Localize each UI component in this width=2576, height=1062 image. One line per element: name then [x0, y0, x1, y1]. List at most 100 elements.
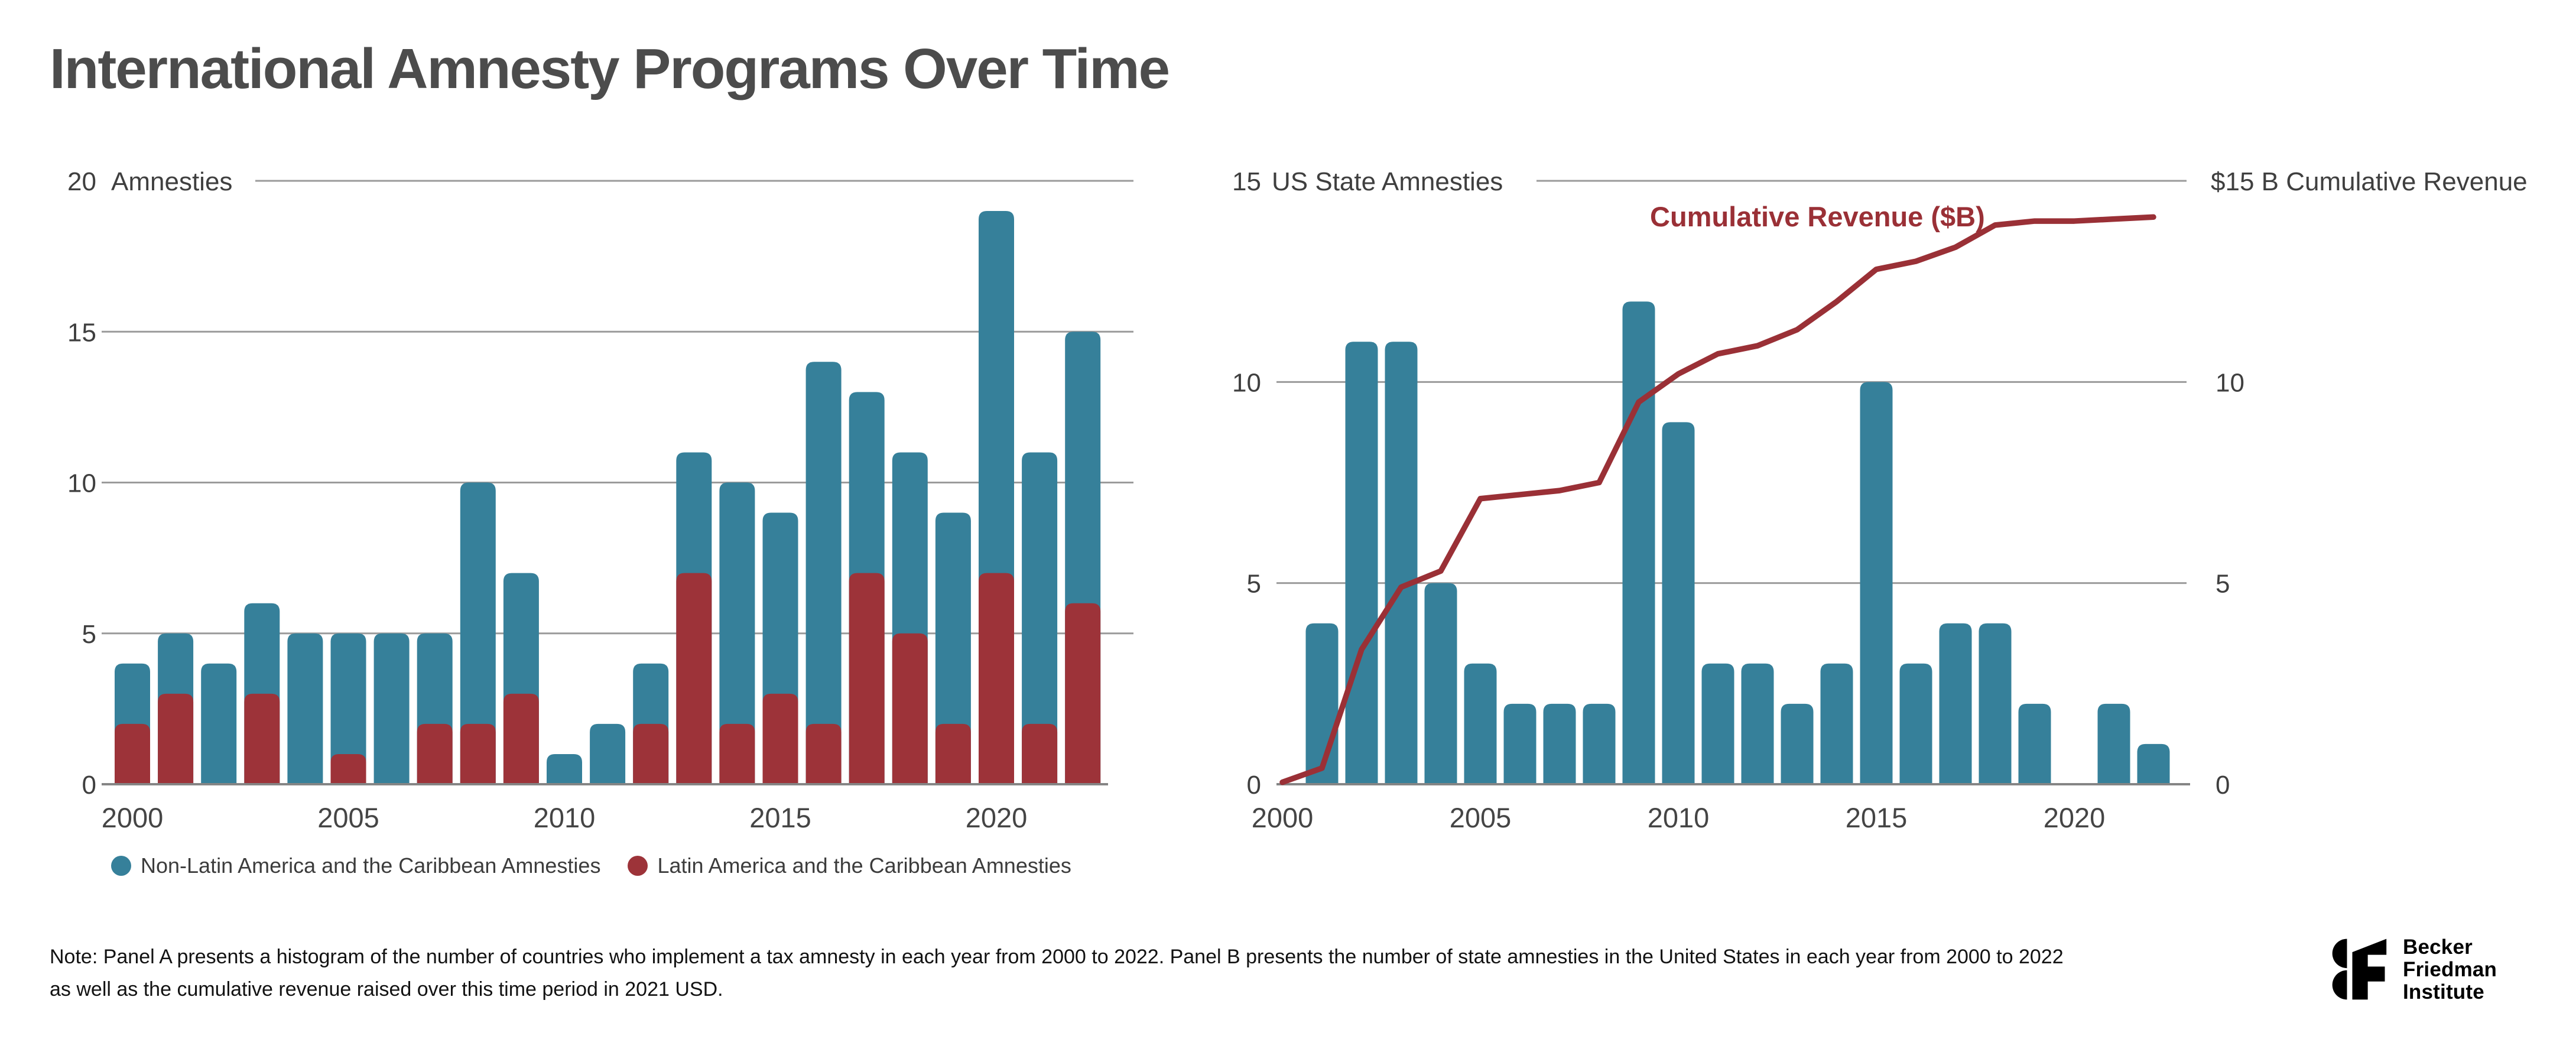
- revenue-line-label: Cumulative Revenue ($B): [1650, 201, 1985, 232]
- panel-a: 0 5 10 15 20 Amnesties 2000 2005 2010 2015 2020: [67, 167, 1133, 833]
- panel-a-bar-2004: [287, 633, 323, 785]
- panel-a-bar-lac-2014: [719, 723, 755, 785]
- panel-a-bar-2008: [460, 482, 496, 785]
- panel-a-y-axis-title: Amnesties: [111, 167, 232, 196]
- bfi-logo-line-1: Becker: [2403, 936, 2473, 959]
- panel-b-bar-2014: [1820, 663, 1853, 785]
- panel-a-bar-lac-2009: [503, 693, 539, 785]
- panel-a-ytick-15: 15: [67, 318, 96, 347]
- bfi-logo-line-3: Institute: [2403, 980, 2484, 1003]
- panel-a-ytick-20: 20: [67, 167, 96, 196]
- panel-a-bar-2011: [590, 723, 626, 785]
- footnote-line-2: as well as the cumulative revenue raised…: [50, 978, 723, 1001]
- panel-b-bar-2007: [1543, 703, 1576, 785]
- panel-b-bars: [1305, 301, 2170, 785]
- panel-b-bar-2004: [1424, 583, 1457, 785]
- panel-b-left-ytick-5: 5: [1247, 570, 1261, 599]
- bfi-logo: Becker Friedman Institute: [2322, 936, 2497, 1003]
- panel-a-xtick-2000: 2000: [102, 802, 164, 833]
- panel-a-bar-2014: [719, 482, 755, 785]
- bfi-logo-text: Becker Friedman Institute: [2403, 936, 2497, 1003]
- panel-b-bar-2011: [1701, 663, 1734, 785]
- panel-b-right-ticks: 0 5 10: [2216, 368, 2244, 800]
- panel-a-bars: [115, 211, 1101, 785]
- bfi-monogram-icon: [2332, 938, 2387, 1000]
- panel-b-right-axis-title: $15 B Cumulative Revenue: [2211, 167, 2528, 196]
- panel-b-bar-2013: [1781, 703, 1814, 785]
- panel-b-left-ytick-15: 15: [1232, 167, 1261, 196]
- panel-b-bar-2012: [1741, 663, 1774, 785]
- panel-a-bar-lac-2007: [417, 723, 453, 785]
- panel-a-xtick-2020: 2020: [966, 802, 1028, 833]
- panel-b-xtick-2005: 2005: [1450, 802, 1512, 833]
- panel-b-grid: [1276, 180, 2187, 584]
- panel-a-bar-lac-2020: [979, 573, 1014, 785]
- panel-b-bar-2008: [1583, 703, 1616, 785]
- panel-b-right-ytick-0: 0: [2216, 771, 2230, 800]
- panel-b-xtick-2000: 2000: [1252, 802, 1314, 833]
- panel-b-left-axis-title: US State Amnesties: [1272, 167, 1503, 196]
- panel-a-bar-lac-2015: [762, 693, 798, 785]
- panel-b-bar-2022: [2137, 743, 2170, 785]
- panel-a-x-ticks: 2000 2005 2010 2015 2020: [102, 802, 1028, 833]
- panel-a-ytick-0: 0: [82, 771, 96, 800]
- panel-b-bar-2021: [2097, 703, 2130, 785]
- panel-b: Cumulative Revenue ($B) 0 5 10 15 US State Am…: [1232, 167, 2528, 833]
- panel-b-left-ytick-0: 0: [1247, 771, 1261, 800]
- legend-swatch-lac-icon: [628, 856, 648, 876]
- panel-a-bar-2010: [547, 754, 582, 785]
- panel-a-bar-2021: [1022, 452, 1058, 785]
- panel-a-bar-lac-2008: [460, 723, 496, 785]
- panel-a-bar-lac-2021: [1022, 723, 1058, 785]
- panel-b-bar-2016: [1899, 663, 1932, 785]
- panel-a-bar-lac-2018: [892, 633, 928, 785]
- panel-a-bar-lac-2016: [805, 723, 842, 785]
- panel-b-bar-2003: [1385, 342, 1418, 785]
- legend: Non-Latin America and the Caribbean Amne…: [111, 853, 1071, 878]
- panel-a-ytick-5: 5: [82, 620, 96, 649]
- panel-b-x-ticks: 2000 2005 2010 2015 2020: [1252, 802, 2106, 833]
- panel-a-bar-lac-2022: [1065, 603, 1101, 785]
- panel-a-ytick-10: 10: [67, 469, 96, 498]
- panel-b-bar-2002: [1345, 342, 1378, 785]
- footnote: Note: Panel A presents a histogram of th…: [50, 941, 2064, 1006]
- panel-a-bar-lac-2012: [633, 723, 669, 785]
- panel-a-bar-lac-2013: [676, 573, 712, 785]
- footnote-line-1: Note: Panel A presents a histogram of th…: [50, 946, 2064, 968]
- panel-b-bar-2006: [1503, 703, 1536, 785]
- panel-b-bar-2005: [1464, 663, 1497, 785]
- panel-a-xtick-2005: 2005: [317, 802, 379, 833]
- panel-b-left-ticks: 0 5 10 15: [1232, 167, 1261, 800]
- legend-label-non-lac: Non-Latin America and the Caribbean Amne…: [141, 853, 601, 878]
- panel-a-bar-lac-2019: [935, 723, 971, 785]
- figure-title: International Amnesty Programs Over Time: [50, 37, 1170, 100]
- panel-b-bar-2009: [1622, 301, 1655, 785]
- legend-swatch-non-lac-icon: [111, 856, 131, 876]
- bfi-logo-line-2: Friedman: [2403, 958, 2497, 981]
- panel-b-bar-2015: [1860, 382, 1893, 785]
- panel-a-xtick-2015: 2015: [749, 802, 811, 833]
- panel-a-bar-lac-2017: [849, 573, 885, 785]
- panel-b-right-ytick-10: 10: [2216, 368, 2244, 397]
- panel-a-bar-2005: [330, 633, 366, 785]
- panel-a-bar-2016: [805, 362, 842, 785]
- panel-a-bar-lac-2001: [158, 693, 194, 785]
- panel-b-xtick-2020: 2020: [2044, 802, 2106, 833]
- revenue-line: [1279, 214, 2156, 785]
- panel-b-bar-2018: [1979, 623, 2012, 785]
- panel-b-xtick-2010: 2010: [1648, 802, 1710, 833]
- panel-b-bar-2019: [2018, 703, 2051, 785]
- panel-a-bar-lac-2000: [115, 723, 150, 785]
- panel-a-y-ticks: 0 5 10 15 20: [67, 167, 96, 800]
- legend-item-lac: Latin America and the Caribbean Amnestie…: [628, 853, 1071, 878]
- panel-a-xtick-2010: 2010: [534, 802, 596, 833]
- panel-b-right-ytick-5: 5: [2216, 570, 2230, 599]
- legend-item-non-lac: Non-Latin America and the Caribbean Amne…: [111, 853, 600, 878]
- panel-b-xtick-2015: 2015: [1846, 802, 1908, 833]
- legend-label-lac: Latin America and the Caribbean Amnestie…: [657, 853, 1071, 878]
- panel-b-bar-2010: [1662, 422, 1695, 785]
- panel-b-bar-2017: [1939, 623, 1972, 785]
- panel-b-left-ytick-10: 10: [1232, 368, 1261, 397]
- panel-a-bar-lac-2005: [330, 754, 366, 785]
- panel-a-bar-2019: [935, 512, 971, 785]
